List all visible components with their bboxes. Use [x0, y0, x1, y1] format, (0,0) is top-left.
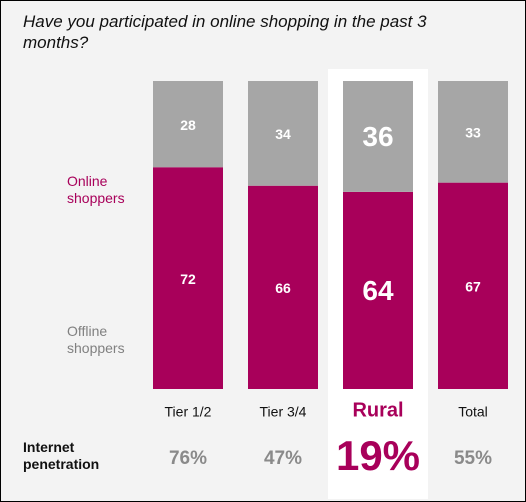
data-label: 66 — [275, 280, 291, 296]
bar-segment — [438, 81, 508, 183]
chart-title: Have you participated in online shopping… — [23, 12, 427, 52]
data-label: 34 — [275, 126, 291, 142]
row-value: 76% — [169, 448, 207, 469]
bar-segment — [153, 167, 223, 389]
bar-segment — [438, 182, 508, 389]
data-label: 64 — [362, 275, 394, 306]
row-value: 47% — [264, 448, 302, 469]
row-value: 19% — [336, 432, 420, 479]
x-tick-label: Tier 3/4 — [260, 404, 307, 420]
row-label: Internet penetration — [23, 439, 100, 472]
bar-segment — [248, 81, 318, 186]
x-tick-label: Tier 1/2 — [165, 404, 212, 420]
bar-segment — [343, 81, 413, 192]
bar-segment — [343, 191, 413, 389]
data-label: 36 — [362, 121, 393, 152]
data-label: 33 — [465, 125, 481, 141]
bar-segment — [153, 81, 223, 168]
legend-entry: Online shoppers — [67, 173, 125, 206]
bar-segment — [248, 185, 318, 389]
data-label: 72 — [180, 271, 196, 287]
data-label: 67 — [465, 279, 481, 295]
row-value: 55% — [454, 448, 492, 469]
x-tick-label: Rural — [352, 399, 403, 421]
x-tick-label: Total — [458, 404, 488, 420]
legend-entry: Offline shoppers — [67, 323, 125, 356]
data-label: 28 — [180, 117, 196, 133]
